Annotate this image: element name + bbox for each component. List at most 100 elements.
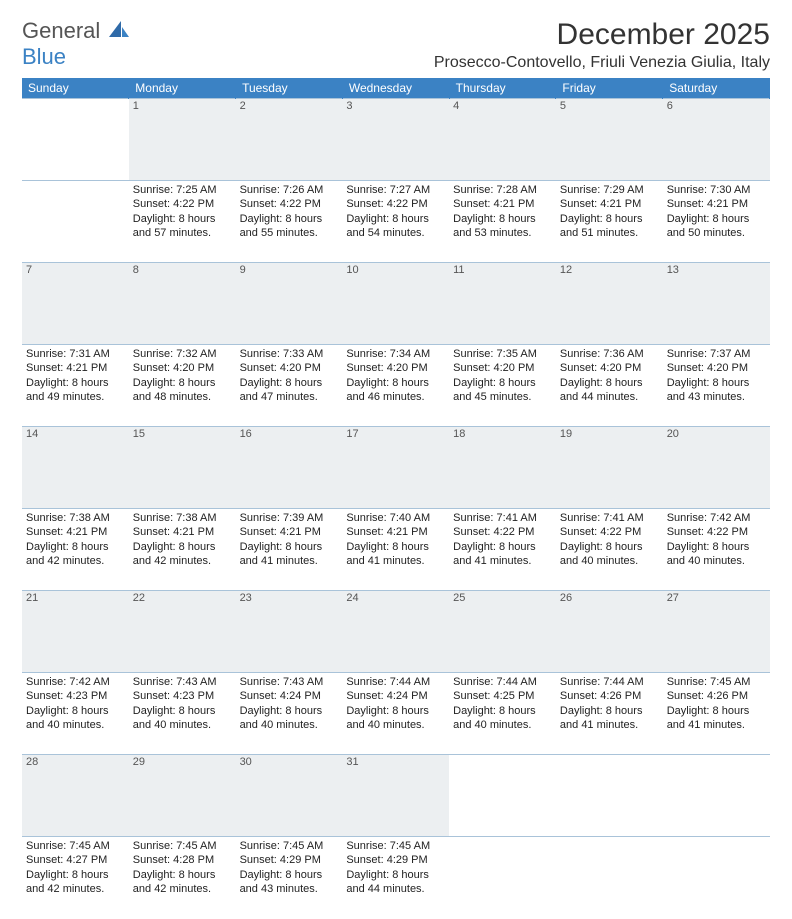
sunset-text: Sunset: 4:21 PM — [133, 525, 232, 539]
sunset-text: Sunset: 4:26 PM — [560, 689, 659, 703]
daylight-text-2: and 42 minutes. — [26, 554, 125, 568]
sunrise-text: Sunrise: 7:36 AM — [560, 347, 659, 361]
day-number-cell: 3 — [342, 99, 449, 181]
weekday-header: Friday — [556, 78, 663, 99]
sunset-text: Sunset: 4:21 PM — [560, 197, 659, 211]
day-cell — [663, 837, 770, 919]
day-number-cell — [556, 755, 663, 837]
daylight-text: Daylight: 8 hours — [346, 704, 445, 718]
day-cell: Sunrise: 7:41 AMSunset: 4:22 PMDaylight:… — [449, 509, 556, 591]
sunset-text: Sunset: 4:20 PM — [453, 361, 552, 375]
daylight-text: Daylight: 8 hours — [133, 376, 232, 390]
day-cell: Sunrise: 7:38 AMSunset: 4:21 PMDaylight:… — [22, 509, 129, 591]
sunset-text: Sunset: 4:22 PM — [667, 525, 766, 539]
day-number-cell: 11 — [449, 263, 556, 345]
sunrise-text: Sunrise: 7:42 AM — [667, 511, 766, 525]
daylight-text-2: and 40 minutes. — [133, 718, 232, 732]
daylight-text-2: and 42 minutes. — [133, 882, 232, 896]
sunset-text: Sunset: 4:24 PM — [240, 689, 339, 703]
sunrise-text: Sunrise: 7:33 AM — [240, 347, 339, 361]
day-number-cell: 9 — [236, 263, 343, 345]
day-cell — [22, 181, 129, 263]
day-number-cell: 8 — [129, 263, 236, 345]
daylight-text-2: and 57 minutes. — [133, 226, 232, 240]
day-cell: Sunrise: 7:25 AMSunset: 4:22 PMDaylight:… — [129, 181, 236, 263]
weekday-header: Thursday — [449, 78, 556, 99]
day-cell: Sunrise: 7:45 AMSunset: 4:28 PMDaylight:… — [129, 837, 236, 919]
daylight-text-2: and 40 minutes. — [560, 554, 659, 568]
sunset-text: Sunset: 4:24 PM — [346, 689, 445, 703]
day-number-cell: 7 — [22, 263, 129, 345]
daylight-text: Daylight: 8 hours — [560, 376, 659, 390]
daylight-text-2: and 51 minutes. — [560, 226, 659, 240]
sunset-text: Sunset: 4:20 PM — [667, 361, 766, 375]
sunrise-text: Sunrise: 7:31 AM — [26, 347, 125, 361]
daylight-text-2: and 40 minutes. — [240, 718, 339, 732]
day-cell: Sunrise: 7:44 AMSunset: 4:24 PMDaylight:… — [342, 673, 449, 755]
daylight-text-2: and 40 minutes. — [453, 718, 552, 732]
day-cell — [449, 837, 556, 919]
sunset-text: Sunset: 4:29 PM — [346, 853, 445, 867]
day-number-cell: 5 — [556, 99, 663, 181]
daylight-text: Daylight: 8 hours — [133, 540, 232, 554]
weekday-header: Monday — [129, 78, 236, 99]
weekday-header: Saturday — [663, 78, 770, 99]
sunrise-text: Sunrise: 7:37 AM — [667, 347, 766, 361]
day-number-cell: 1 — [129, 99, 236, 181]
sunrise-text: Sunrise: 7:32 AM — [133, 347, 232, 361]
day-number-cell: 2 — [236, 99, 343, 181]
daylight-text-2: and 41 minutes. — [346, 554, 445, 568]
sunrise-text: Sunrise: 7:44 AM — [346, 675, 445, 689]
daylight-text: Daylight: 8 hours — [453, 376, 552, 390]
day-cell: Sunrise: 7:45 AMSunset: 4:26 PMDaylight:… — [663, 673, 770, 755]
daylight-text: Daylight: 8 hours — [453, 212, 552, 226]
day-cell: Sunrise: 7:45 AMSunset: 4:29 PMDaylight:… — [342, 837, 449, 919]
day-cell: Sunrise: 7:33 AMSunset: 4:20 PMDaylight:… — [236, 345, 343, 427]
daylight-text: Daylight: 8 hours — [240, 868, 339, 882]
daylight-text-2: and 48 minutes. — [133, 390, 232, 404]
day-number-cell: 10 — [342, 263, 449, 345]
daylight-text: Daylight: 8 hours — [346, 376, 445, 390]
sunset-text: Sunset: 4:21 PM — [453, 197, 552, 211]
day-cell: Sunrise: 7:34 AMSunset: 4:20 PMDaylight:… — [342, 345, 449, 427]
daylight-text-2: and 44 minutes. — [560, 390, 659, 404]
day-number-cell: 23 — [236, 591, 343, 673]
sunrise-text: Sunrise: 7:38 AM — [26, 511, 125, 525]
sunrise-text: Sunrise: 7:43 AM — [240, 675, 339, 689]
daylight-text-2: and 44 minutes. — [346, 882, 445, 896]
daylight-text: Daylight: 8 hours — [26, 376, 125, 390]
day-cell: Sunrise: 7:32 AMSunset: 4:20 PMDaylight:… — [129, 345, 236, 427]
daylight-text-2: and 50 minutes. — [667, 226, 766, 240]
daylight-text: Daylight: 8 hours — [133, 868, 232, 882]
sunset-text: Sunset: 4:22 PM — [346, 197, 445, 211]
sunset-text: Sunset: 4:20 PM — [346, 361, 445, 375]
day-number-cell: 20 — [663, 427, 770, 509]
weekday-header: Sunday — [22, 78, 129, 99]
sunset-text: Sunset: 4:22 PM — [560, 525, 659, 539]
sunrise-text: Sunrise: 7:29 AM — [560, 183, 659, 197]
location-subtitle: Prosecco-Contovello, Friuli Venezia Giul… — [434, 54, 770, 72]
day-cell: Sunrise: 7:43 AMSunset: 4:23 PMDaylight:… — [129, 673, 236, 755]
day-number-cell: 30 — [236, 755, 343, 837]
daylight-text-2: and 43 minutes. — [240, 882, 339, 896]
page-title: December 2025 — [434, 18, 770, 52]
sunrise-text: Sunrise: 7:45 AM — [346, 839, 445, 853]
daylight-text-2: and 40 minutes. — [667, 554, 766, 568]
daylight-text-2: and 49 minutes. — [26, 390, 125, 404]
logo-text-2: Blue — [22, 44, 66, 69]
day-cell: Sunrise: 7:43 AMSunset: 4:24 PMDaylight:… — [236, 673, 343, 755]
daylight-text: Daylight: 8 hours — [240, 704, 339, 718]
day-number-cell: 29 — [129, 755, 236, 837]
daylight-text-2: and 41 minutes. — [560, 718, 659, 732]
day-number-cell: 15 — [129, 427, 236, 509]
sunrise-text: Sunrise: 7:44 AM — [453, 675, 552, 689]
day-number-cell: 16 — [236, 427, 343, 509]
day-cell: Sunrise: 7:40 AMSunset: 4:21 PMDaylight:… — [342, 509, 449, 591]
sunrise-text: Sunrise: 7:42 AM — [26, 675, 125, 689]
day-cell: Sunrise: 7:27 AMSunset: 4:22 PMDaylight:… — [342, 181, 449, 263]
daylight-text: Daylight: 8 hours — [453, 540, 552, 554]
daylight-text-2: and 55 minutes. — [240, 226, 339, 240]
daylight-text: Daylight: 8 hours — [26, 704, 125, 718]
daylight-text-2: and 41 minutes. — [667, 718, 766, 732]
sunrise-text: Sunrise: 7:45 AM — [133, 839, 232, 853]
